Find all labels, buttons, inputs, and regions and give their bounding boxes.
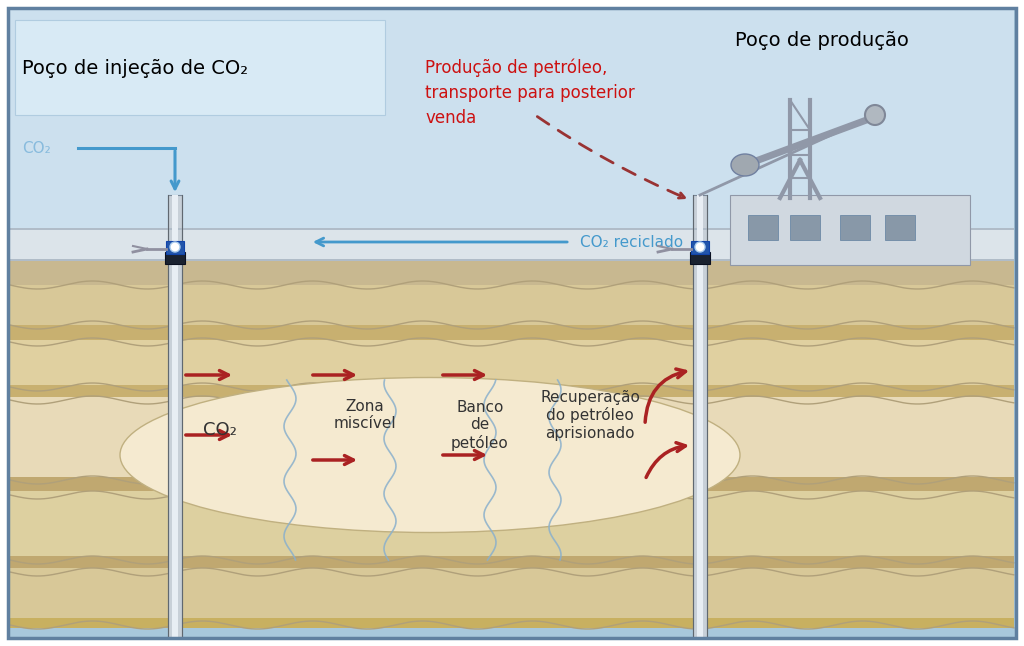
- Bar: [168, 195, 182, 638]
- Bar: [10, 568, 1014, 618]
- Ellipse shape: [120, 377, 740, 532]
- Bar: [10, 285, 1014, 325]
- Circle shape: [170, 242, 180, 252]
- Bar: [10, 228, 1014, 230]
- Text: Banco
de
petóleo: Banco de petóleo: [452, 399, 509, 450]
- Circle shape: [865, 105, 885, 125]
- Bar: [693, 195, 707, 638]
- Bar: [730, 195, 970, 265]
- Text: Poço de injeção de CO₂: Poço de injeção de CO₂: [22, 59, 248, 78]
- Bar: [10, 260, 1014, 285]
- Bar: [840, 215, 870, 240]
- Bar: [10, 556, 1014, 568]
- Text: Poço de produção: Poço de produção: [735, 30, 909, 50]
- Bar: [165, 252, 185, 264]
- Text: CO₂: CO₂: [203, 421, 237, 439]
- Bar: [10, 491, 1014, 556]
- Bar: [172, 195, 178, 638]
- FancyBboxPatch shape: [15, 20, 385, 115]
- Text: Zona
miscível: Zona miscível: [334, 399, 396, 431]
- Bar: [10, 385, 1014, 397]
- Bar: [691, 241, 709, 254]
- Bar: [790, 215, 820, 240]
- Ellipse shape: [731, 154, 759, 176]
- Text: Produção de petróleo,
transporte para posterior
venda: Produção de petróleo, transporte para po…: [425, 58, 635, 127]
- Bar: [10, 477, 1014, 491]
- Bar: [10, 325, 1014, 340]
- Text: CO₂: CO₂: [22, 140, 51, 156]
- Bar: [10, 340, 1014, 385]
- Text: CO₂ reciclado: CO₂ reciclado: [580, 234, 683, 249]
- Bar: [697, 195, 703, 638]
- Bar: [10, 10, 1014, 260]
- Text: Recuperação
do petróleo
aprisionado: Recuperação do petróleo aprisionado: [540, 390, 640, 441]
- Bar: [166, 241, 184, 254]
- Bar: [748, 215, 778, 240]
- Bar: [10, 228, 1014, 261]
- Bar: [690, 252, 710, 264]
- Bar: [885, 215, 915, 240]
- Circle shape: [695, 242, 705, 252]
- Bar: [10, 397, 1014, 477]
- Bar: [10, 618, 1014, 628]
- Bar: [10, 259, 1014, 261]
